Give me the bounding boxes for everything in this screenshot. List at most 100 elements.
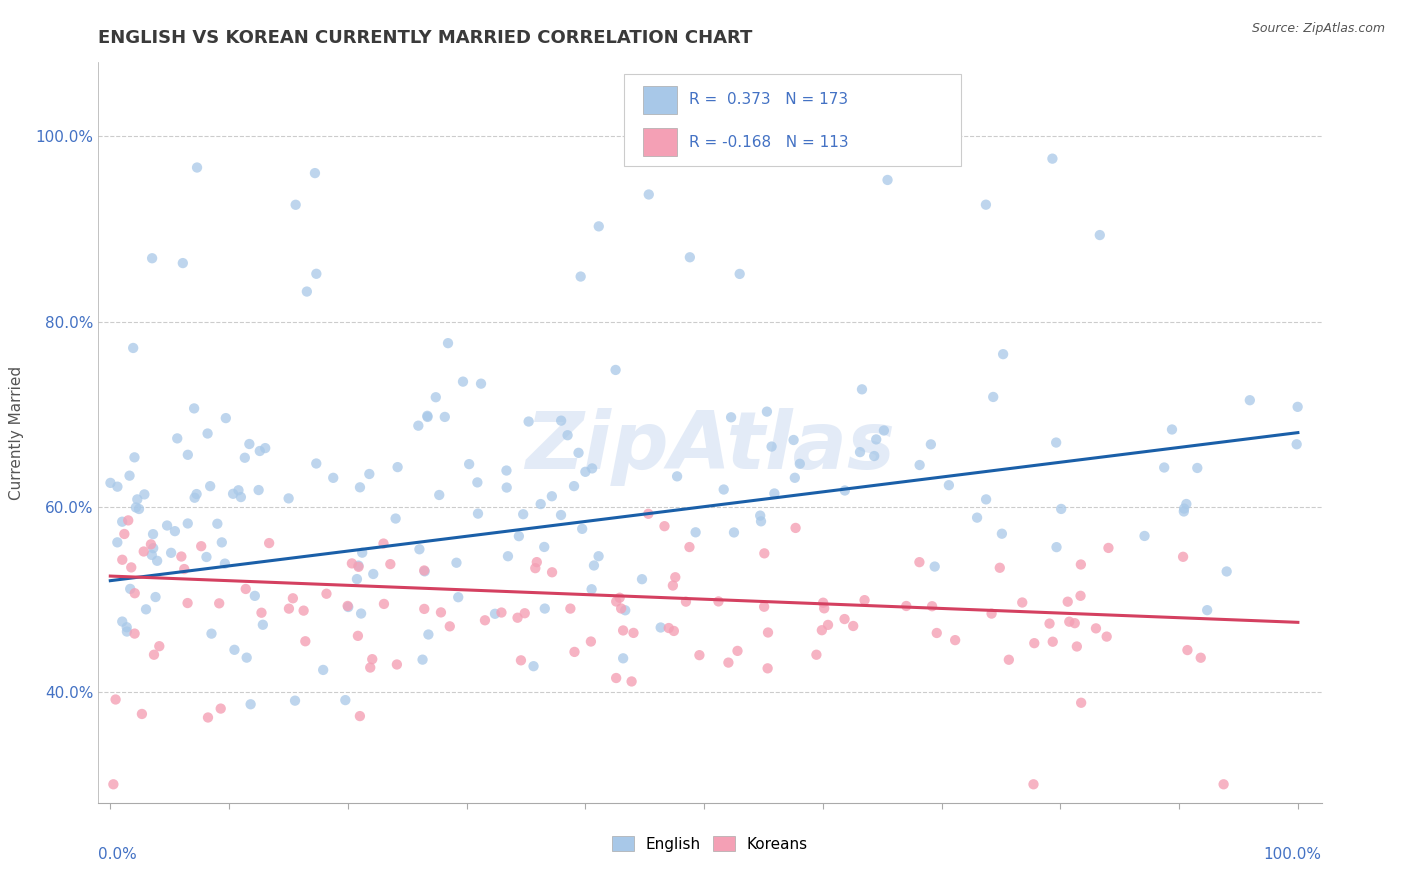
Point bbox=[115, 620, 138, 634]
Point bbox=[513, 606, 536, 620]
Point bbox=[128, 502, 150, 516]
Point bbox=[496, 549, 519, 564]
Point bbox=[380, 557, 402, 571]
Point bbox=[688, 648, 710, 662]
Point bbox=[610, 601, 633, 615]
Point bbox=[243, 589, 266, 603]
Point bbox=[569, 269, 592, 284]
Point bbox=[550, 508, 572, 522]
Point bbox=[305, 267, 328, 281]
Point bbox=[631, 572, 654, 586]
FancyBboxPatch shape bbox=[624, 73, 960, 166]
Point bbox=[446, 556, 468, 570]
Point bbox=[1011, 595, 1033, 609]
Point bbox=[579, 634, 602, 648]
Point bbox=[623, 626, 645, 640]
Point bbox=[141, 548, 163, 562]
Point bbox=[998, 653, 1021, 667]
Y-axis label: Currently Married: Currently Married bbox=[10, 366, 24, 500]
Point bbox=[1153, 460, 1175, 475]
Point bbox=[107, 480, 129, 494]
Point bbox=[1173, 501, 1195, 516]
Point bbox=[876, 173, 898, 187]
Point bbox=[571, 522, 593, 536]
Point bbox=[103, 777, 125, 791]
Point bbox=[277, 491, 299, 506]
Point bbox=[254, 441, 277, 455]
Point bbox=[678, 540, 700, 554]
Point bbox=[427, 488, 450, 502]
Point bbox=[782, 433, 804, 447]
Point bbox=[560, 601, 582, 615]
Point bbox=[484, 607, 506, 621]
Point bbox=[921, 599, 943, 614]
Point bbox=[755, 404, 778, 418]
Point bbox=[517, 415, 540, 429]
Point bbox=[281, 591, 304, 606]
Point bbox=[1022, 777, 1045, 791]
Point bbox=[183, 401, 205, 416]
Point bbox=[349, 709, 371, 723]
Point bbox=[224, 642, 246, 657]
Point bbox=[938, 478, 960, 492]
Point bbox=[215, 411, 238, 425]
Point bbox=[863, 449, 886, 463]
Point bbox=[347, 629, 370, 643]
Bar bbox=[643, 128, 678, 156]
Point bbox=[200, 626, 222, 640]
Point bbox=[125, 500, 148, 515]
Point bbox=[132, 544, 155, 558]
Point bbox=[104, 692, 127, 706]
Point bbox=[278, 601, 301, 615]
Point bbox=[541, 489, 564, 503]
Point bbox=[1059, 615, 1081, 629]
Point bbox=[1038, 616, 1060, 631]
Point bbox=[614, 603, 637, 617]
Point bbox=[896, 599, 918, 613]
Point bbox=[974, 197, 997, 211]
Point bbox=[437, 336, 460, 351]
Point bbox=[817, 618, 839, 632]
Point bbox=[214, 557, 236, 571]
Point bbox=[322, 471, 344, 485]
Point bbox=[752, 599, 775, 614]
Text: ZipAtlas: ZipAtlas bbox=[524, 409, 896, 486]
Point bbox=[679, 250, 702, 264]
Point bbox=[359, 660, 381, 674]
Point bbox=[197, 426, 219, 441]
Point bbox=[134, 487, 156, 501]
Point bbox=[789, 457, 811, 471]
Point bbox=[609, 591, 631, 605]
Point bbox=[966, 510, 988, 524]
Point bbox=[727, 644, 749, 658]
Point bbox=[385, 657, 408, 672]
Point bbox=[662, 624, 685, 638]
Point bbox=[1084, 621, 1107, 635]
Point bbox=[723, 525, 745, 540]
Point bbox=[252, 617, 274, 632]
Point bbox=[387, 460, 409, 475]
Point bbox=[605, 363, 627, 377]
Point bbox=[1133, 529, 1156, 543]
Point bbox=[172, 256, 194, 270]
Point bbox=[685, 525, 707, 540]
Point bbox=[233, 450, 256, 465]
Point bbox=[124, 626, 146, 640]
Point bbox=[166, 431, 188, 445]
Point bbox=[1070, 589, 1092, 603]
Point bbox=[908, 458, 931, 472]
Point bbox=[588, 549, 610, 564]
Point bbox=[347, 559, 370, 574]
Point bbox=[373, 597, 395, 611]
Point bbox=[564, 645, 586, 659]
Point bbox=[186, 487, 208, 501]
Point bbox=[574, 465, 596, 479]
Point bbox=[675, 595, 697, 609]
Point bbox=[416, 409, 439, 423]
Point bbox=[124, 586, 146, 600]
Point bbox=[170, 549, 193, 564]
Point bbox=[312, 663, 335, 677]
Point bbox=[749, 514, 772, 528]
Point bbox=[530, 497, 553, 511]
Point bbox=[811, 624, 834, 638]
